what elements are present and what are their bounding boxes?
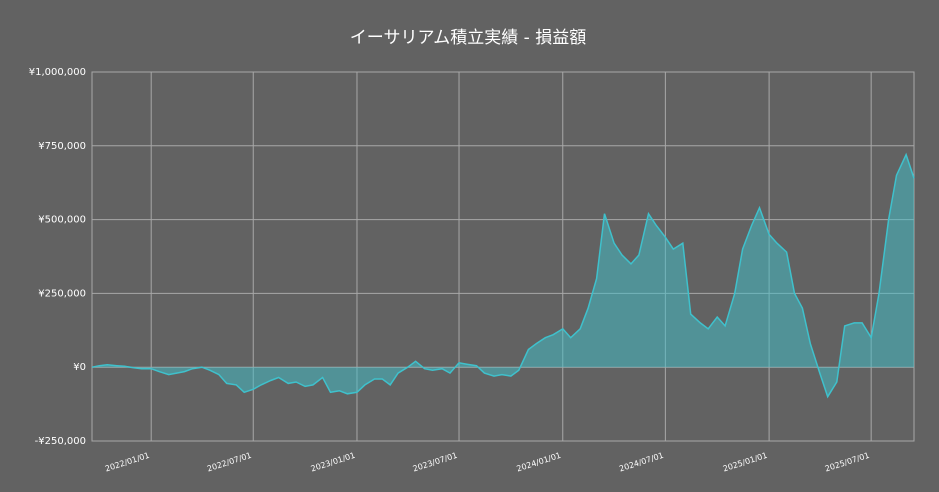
line [91,152,915,399]
y-tick-label: ¥0 [73,362,86,373]
y-tick-label: ¥750,000 [38,141,86,152]
y-tick-label: ¥250,000 [38,288,86,299]
y-tick-label: -¥250,000 [35,436,86,447]
area [92,154,914,397]
y-tick-label: ¥1,000,000 [29,67,86,78]
chart-title: イーサリアム積立実績 - 損益額 [350,28,586,48]
y-tick-label: ¥500,000 [38,215,86,226]
